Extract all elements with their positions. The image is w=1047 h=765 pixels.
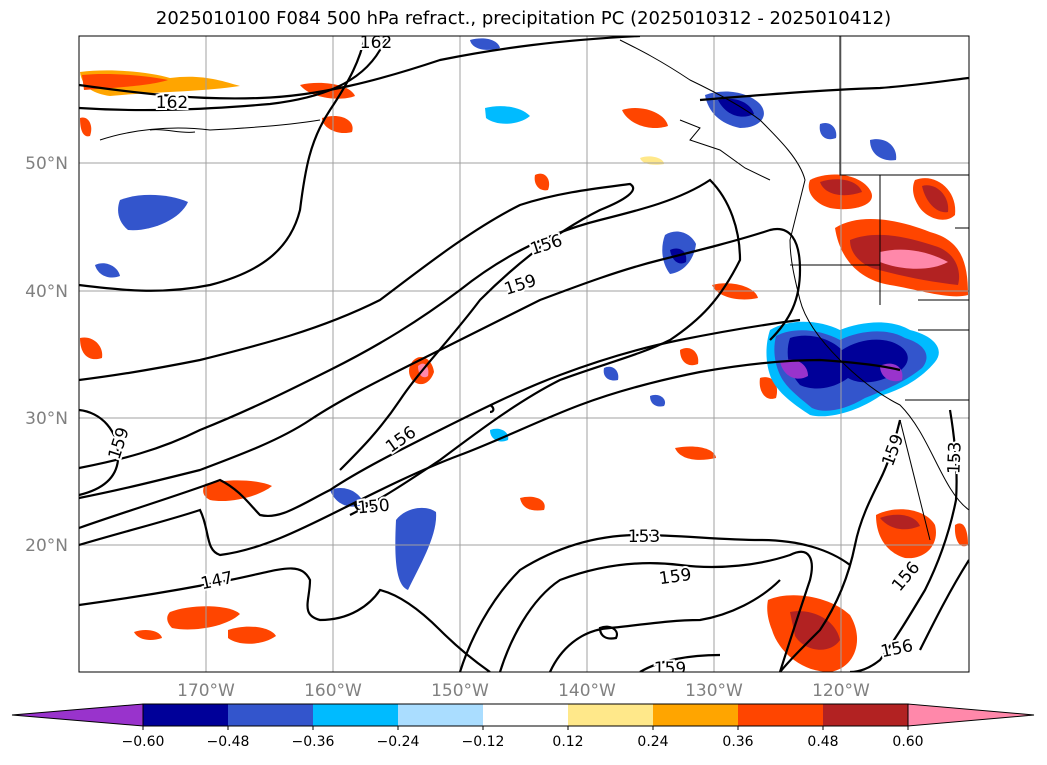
precip-area — [922, 185, 949, 213]
precip-area — [759, 377, 778, 399]
colorbar-segment — [738, 704, 823, 726]
coastlines — [99, 36, 969, 541]
contour-label: 159 — [654, 659, 686, 679]
precip-area — [167, 606, 240, 630]
precip-area — [520, 496, 545, 511]
lon-label: 140°W — [558, 681, 616, 701]
colorbar-outline — [142, 703, 909, 727]
colorbar-segment — [228, 704, 313, 726]
colorbar-segment — [568, 704, 653, 726]
colorbar-tick-label: 0.12 — [552, 734, 583, 750]
contour-lines — [79, 36, 969, 672]
colorbar-tick-label: 0.60 — [892, 734, 923, 750]
precip-area — [395, 507, 437, 590]
precip-area — [80, 337, 103, 360]
precip-area — [650, 394, 666, 407]
precip-area — [780, 359, 808, 379]
contour-label: 162 — [360, 33, 392, 53]
lon-label: 120°W — [812, 681, 870, 701]
precip-area — [870, 139, 897, 161]
precip-area — [718, 98, 754, 117]
colorbar-tick-label: −0.60 — [122, 734, 165, 750]
lon-label: 130°W — [685, 681, 743, 701]
contour-label: 153 — [628, 527, 660, 547]
lon-label: 150°W — [431, 681, 489, 701]
colorbar-extend-min — [11, 703, 144, 727]
colorbar-tick-label: 0.48 — [807, 734, 838, 750]
lat-label: 30°N — [25, 409, 68, 429]
precip-area — [485, 106, 530, 124]
lon-labels: 170°W 160°W 150°W 140°W 130°W 120°W — [177, 681, 870, 701]
precip-area — [118, 194, 188, 231]
lon-label: 170°W — [177, 681, 235, 701]
precip-area — [134, 630, 162, 640]
colorbar-segment — [143, 704, 228, 726]
precip-area — [490, 428, 509, 442]
precip-area — [95, 263, 120, 278]
contour-label: 150 — [357, 496, 391, 519]
colorbar-tick-label: −0.24 — [377, 734, 420, 750]
lat-label: 40°N — [25, 282, 68, 302]
precip-area — [322, 115, 353, 134]
colorbar — [11, 703, 1035, 727]
precip-area — [470, 38, 500, 50]
precip-area — [622, 107, 668, 129]
colorbar-tick-label: −0.48 — [207, 734, 250, 750]
colorbar-segment — [313, 704, 398, 726]
precip-area — [790, 611, 840, 650]
colorbar-segment — [398, 704, 483, 726]
colorbar-tick-label: 0.36 — [722, 734, 753, 750]
precip-area — [675, 446, 716, 460]
colorbar-tick-labels: −0.60 −0.48 −0.36 −0.24 −0.12 0.12 0.24 0.36 0.4… — [122, 726, 924, 750]
lat-labels: 50°N 40°N 30°N 20°N — [25, 154, 68, 556]
colorbar-tick-label: −0.12 — [462, 734, 505, 750]
lat-label: 50°N — [25, 154, 68, 174]
colorbar-segment — [483, 704, 568, 726]
contour-label: 162 — [156, 93, 188, 113]
contour-label: 153 — [944, 441, 965, 474]
graticule — [79, 36, 969, 672]
colorbar-segment — [653, 704, 738, 726]
precip-area — [80, 117, 92, 137]
colorbar-extend-max — [907, 703, 1035, 727]
precip-area — [819, 122, 837, 140]
map-border — [78, 35, 970, 673]
contour-label: 159 — [658, 565, 693, 589]
precip-area — [880, 514, 920, 530]
map-title: 2025010100 F084 500 hPa refract., precip… — [155, 8, 892, 29]
precip-area — [954, 523, 968, 547]
precip-area — [603, 366, 619, 381]
precip-area — [680, 347, 699, 366]
colorbar-tick-label: −0.36 — [292, 734, 335, 750]
lon-label: 160°W — [304, 681, 362, 701]
lat-label: 20°N — [25, 536, 68, 556]
precip-area — [880, 249, 948, 269]
precip-area — [534, 173, 550, 191]
precip-area — [228, 626, 276, 644]
colorbar-segment — [823, 704, 908, 726]
colorbar-tick-label: 0.24 — [637, 734, 668, 750]
precip-area — [82, 73, 168, 90]
